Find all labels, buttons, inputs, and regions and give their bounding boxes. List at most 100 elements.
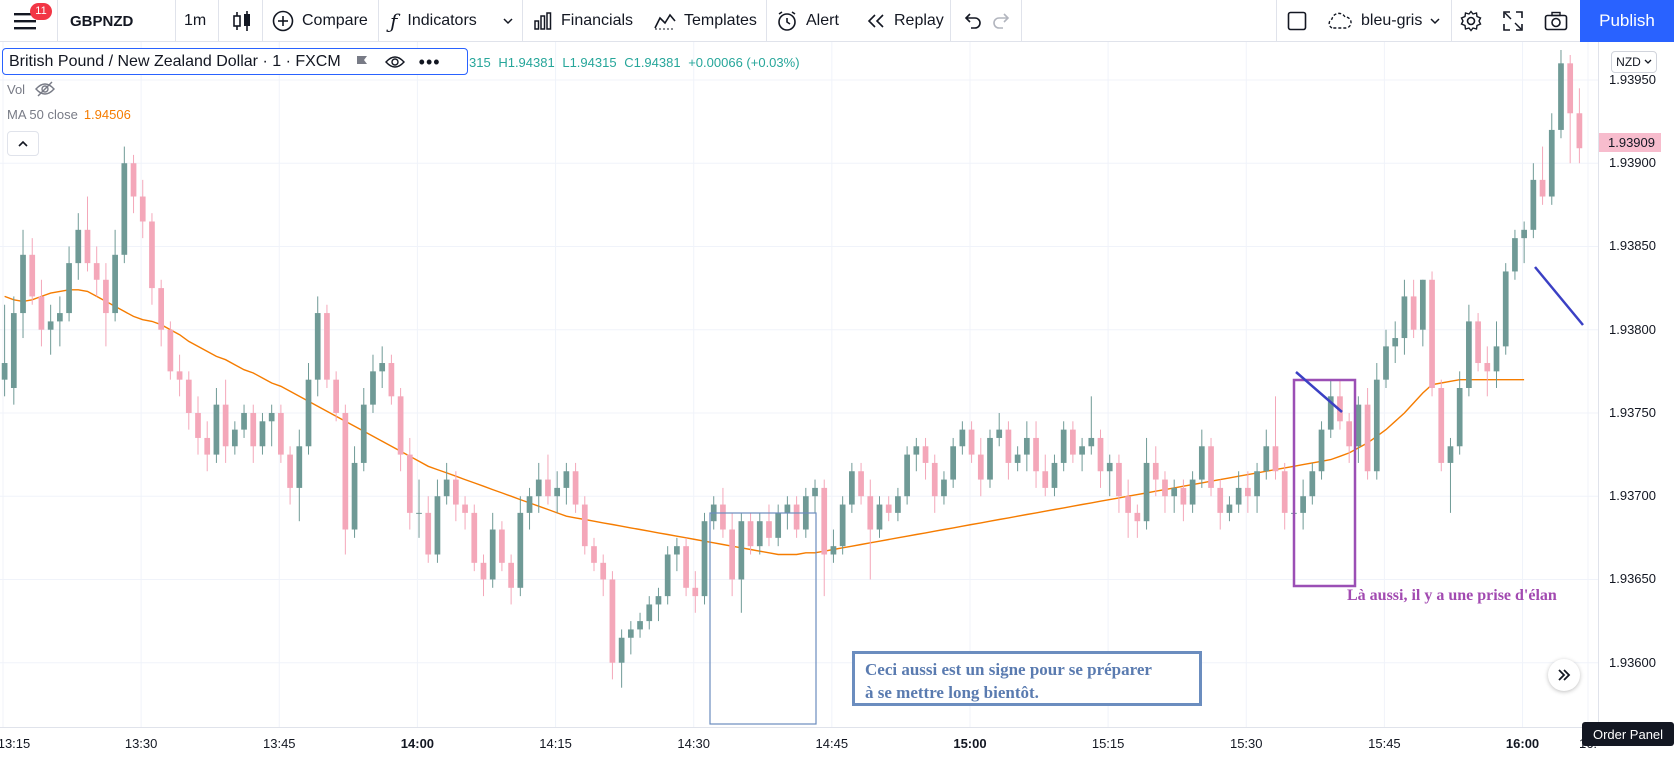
consolidation-box-blue[interactable] — [709, 512, 817, 725]
financials-button[interactable]: Financials — [533, 0, 633, 42]
annotation-note-momentum[interactable]: Là aussi, il y a une prise d'élan — [1347, 587, 1557, 604]
candle-body — [1033, 437, 1039, 472]
candle-body — [508, 562, 514, 588]
chevron-down-icon — [1644, 59, 1652, 64]
candle-body — [904, 454, 910, 497]
candle-body — [1484, 363, 1491, 372]
candle-body — [1143, 462, 1150, 522]
templates-label: Templates — [684, 12, 757, 29]
candle-body — [572, 471, 579, 505]
candle-body — [1245, 487, 1251, 497]
trend-line-1[interactable] — [1295, 371, 1343, 413]
candle-body — [941, 479, 947, 497]
candle-body — [1263, 446, 1270, 472]
candle-body — [406, 454, 413, 513]
time-tick-label: 15:00 — [953, 736, 987, 751]
time-tick-label: 14:45 — [815, 736, 849, 751]
expand-icon — [1503, 11, 1523, 31]
price-chart[interactable] — [0, 42, 1598, 727]
ohlc-open: 315 — [469, 55, 491, 70]
candle-body — [1079, 446, 1085, 455]
candle-body — [1419, 279, 1426, 330]
alert-button[interactable]: Alert — [776, 0, 839, 42]
chevron-down-icon — [503, 17, 513, 24]
chart-type-button[interactable] — [232, 0, 252, 42]
layout-button[interactable]: bleu-gris — [1325, 0, 1440, 42]
candle-body — [535, 479, 542, 497]
candle-body — [885, 504, 892, 513]
eye-icon[interactable] — [384, 55, 405, 69]
templates-button[interactable]: Templates — [654, 0, 757, 42]
redo-button[interactable] — [992, 0, 1012, 42]
candle-body — [1410, 296, 1417, 330]
symbol-legend[interactable]: British Pound / New Zealand Dollar · 1 ·… — [2, 48, 468, 75]
candle-body — [1383, 346, 1389, 380]
snapshot-button[interactable] — [1544, 0, 1568, 42]
compare-button[interactable]: Compare — [272, 0, 368, 42]
candle-body — [987, 437, 993, 480]
candle-body — [849, 471, 855, 505]
more-icon[interactable]: ••• — [418, 51, 441, 72]
time-axis[interactable]: 13:15 13:30 13:45 14:00 14:15 14:30 14:45 15:00… — [0, 727, 1598, 757]
candle-body — [29, 254, 36, 297]
price-axis[interactable]: 1.93950 1.93900 1.93850 1.93800 1.93750 1.937… — [1598, 42, 1674, 727]
candle-body — [683, 546, 689, 588]
annotation-note-long[interactable]: Ceci aussi est un signe pour se préparer… — [852, 651, 1202, 706]
candle-body — [968, 429, 975, 455]
candle-body — [1272, 446, 1279, 472]
time-tick-label: 13:45 — [262, 736, 296, 751]
toolbar-divider — [1021, 0, 1022, 42]
settings-button[interactable] — [1460, 0, 1482, 42]
eye-off-icon[interactable] — [35, 81, 56, 97]
candle-body — [1548, 129, 1555, 197]
flag-icon[interactable] — [355, 55, 369, 69]
candle-body — [287, 454, 293, 488]
fullscreen-toggle-button[interactable] — [1287, 0, 1307, 42]
hamburger-icon — [14, 13, 36, 30]
scroll-to-realtime-button[interactable] — [1548, 659, 1580, 691]
candle-body — [1152, 462, 1159, 480]
candle-body — [1281, 471, 1288, 513]
consolidation-box-purple[interactable] — [1292, 378, 1357, 588]
legend-title: British Pound / New Zealand Dollar · 1 ·… — [9, 52, 341, 70]
toolbar-divider — [175, 0, 176, 42]
indicators-button[interactable]: ƒ Indicators — [390, 0, 477, 42]
candle-body — [637, 621, 643, 630]
candle-body — [185, 379, 192, 413]
candle-body — [112, 254, 118, 314]
ma-legend[interactable]: MA 50 close 1.94506 — [7, 107, 131, 122]
candle-body — [38, 296, 45, 330]
candle-body — [250, 412, 257, 447]
interval-button[interactable]: 1m — [184, 12, 207, 29]
publish-button[interactable]: Publish — [1580, 0, 1674, 42]
candle-body — [1116, 462, 1122, 497]
undo-button[interactable] — [962, 0, 982, 42]
candle-body — [1466, 321, 1472, 388]
candle-body — [222, 404, 229, 447]
chevron-up-icon — [18, 140, 28, 147]
indicators-dropdown[interactable] — [503, 0, 513, 42]
price-tick-label: 1.93700 — [1609, 488, 1656, 504]
candle-body — [858, 471, 864, 497]
ma-value: 1.94506 — [83, 107, 131, 122]
candle-body — [480, 562, 487, 580]
candle-body — [1502, 271, 1509, 347]
candle-body — [1226, 504, 1233, 513]
currency-button[interactable]: NZD — [1611, 51, 1657, 73]
replay-button[interactable]: Replay — [866, 0, 944, 42]
candle-body — [554, 487, 561, 497]
menu-button[interactable] — [14, 0, 36, 42]
candle-body — [1014, 454, 1021, 463]
candle-body — [149, 221, 155, 289]
order-panel-tooltip[interactable]: Order Panel — [1582, 722, 1674, 746]
candle-body — [1, 363, 8, 380]
collapse-legend-button[interactable] — [7, 131, 39, 156]
trend-line-2[interactable] — [1534, 266, 1584, 326]
candle-body — [1558, 63, 1564, 130]
candle-body — [1235, 487, 1242, 505]
volume-legend[interactable]: Vol — [7, 81, 56, 97]
candle-body — [20, 254, 26, 314]
candle-body — [1429, 279, 1435, 388]
fullscreen-button[interactable] — [1503, 0, 1523, 42]
symbol-search-button[interactable]: GBPNZD — [70, 12, 134, 30]
